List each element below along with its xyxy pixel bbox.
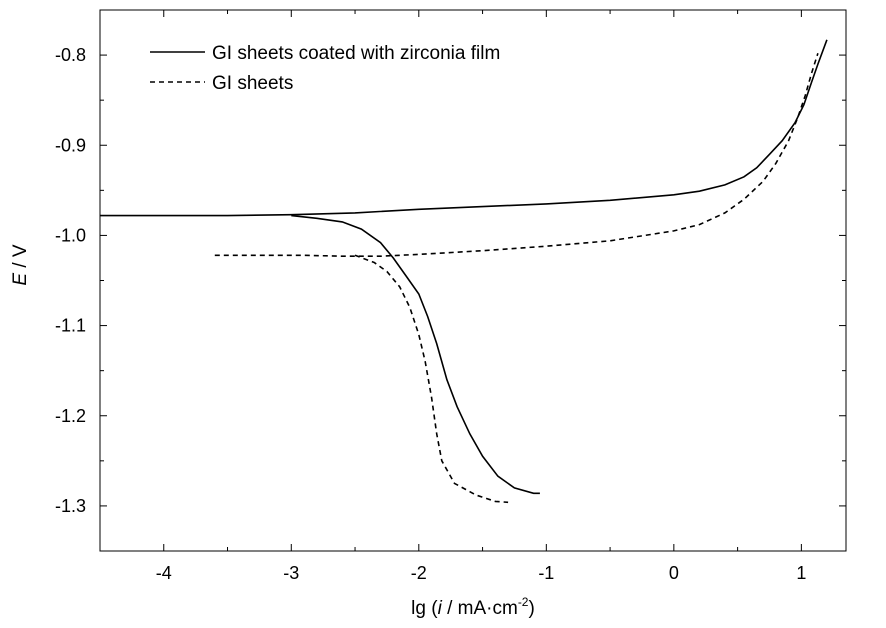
y-tick-label: -0.9	[55, 135, 86, 155]
x-axis-title: lg (i / mA·cm-2)	[411, 595, 535, 619]
x-tick-label: -1	[538, 563, 554, 583]
y-tick-label: -1.0	[55, 225, 86, 245]
series-line-1-anodic	[100, 39, 828, 217]
series-line-2-anodic	[214, 53, 819, 257]
y-tick-label: -1.2	[55, 406, 86, 426]
x-axis-ticks: -4 -3 -2 -1 0 1	[99, 10, 806, 583]
x-tick-label: 1	[796, 563, 806, 583]
legend-label-coated: GI sheets coated with zirconia film	[212, 43, 500, 64]
legend-label-gi: GI sheets	[212, 73, 293, 94]
legend: GI sheets coated with zirconia film GI s…	[150, 43, 500, 94]
y-axis-title-symbol: E	[10, 273, 31, 286]
x-axis-title-symbol: i	[438, 598, 443, 619]
x-axis-title-unit: / mA·cm	[442, 598, 518, 619]
x-tick-label: -4	[156, 563, 172, 583]
x-tick-label: 0	[669, 563, 679, 583]
series-line-1-cathodic	[291, 214, 540, 495]
y-tick-label: -0.8	[55, 45, 86, 65]
y-tick-label: -1.1	[55, 316, 86, 336]
x-tick-label: -3	[283, 563, 299, 583]
x-axis-title-prefix: lg (	[411, 598, 438, 619]
x-tick-label: -2	[411, 563, 427, 583]
y-tick-label: -1.3	[55, 496, 86, 516]
x-axis-title-suffix: )	[528, 598, 534, 619]
y-axis-title: E / V	[10, 244, 31, 286]
y-axis-title-unit: / V	[10, 244, 31, 273]
series-line-2-cathodic	[354, 254, 509, 504]
x-axis-title-exponent: -2	[518, 595, 529, 609]
y-axis-ticks: -0.8 -0.9 -1.0 -1.1 -1.2 -1.3	[55, 9, 846, 516]
series-layer	[100, 39, 828, 504]
